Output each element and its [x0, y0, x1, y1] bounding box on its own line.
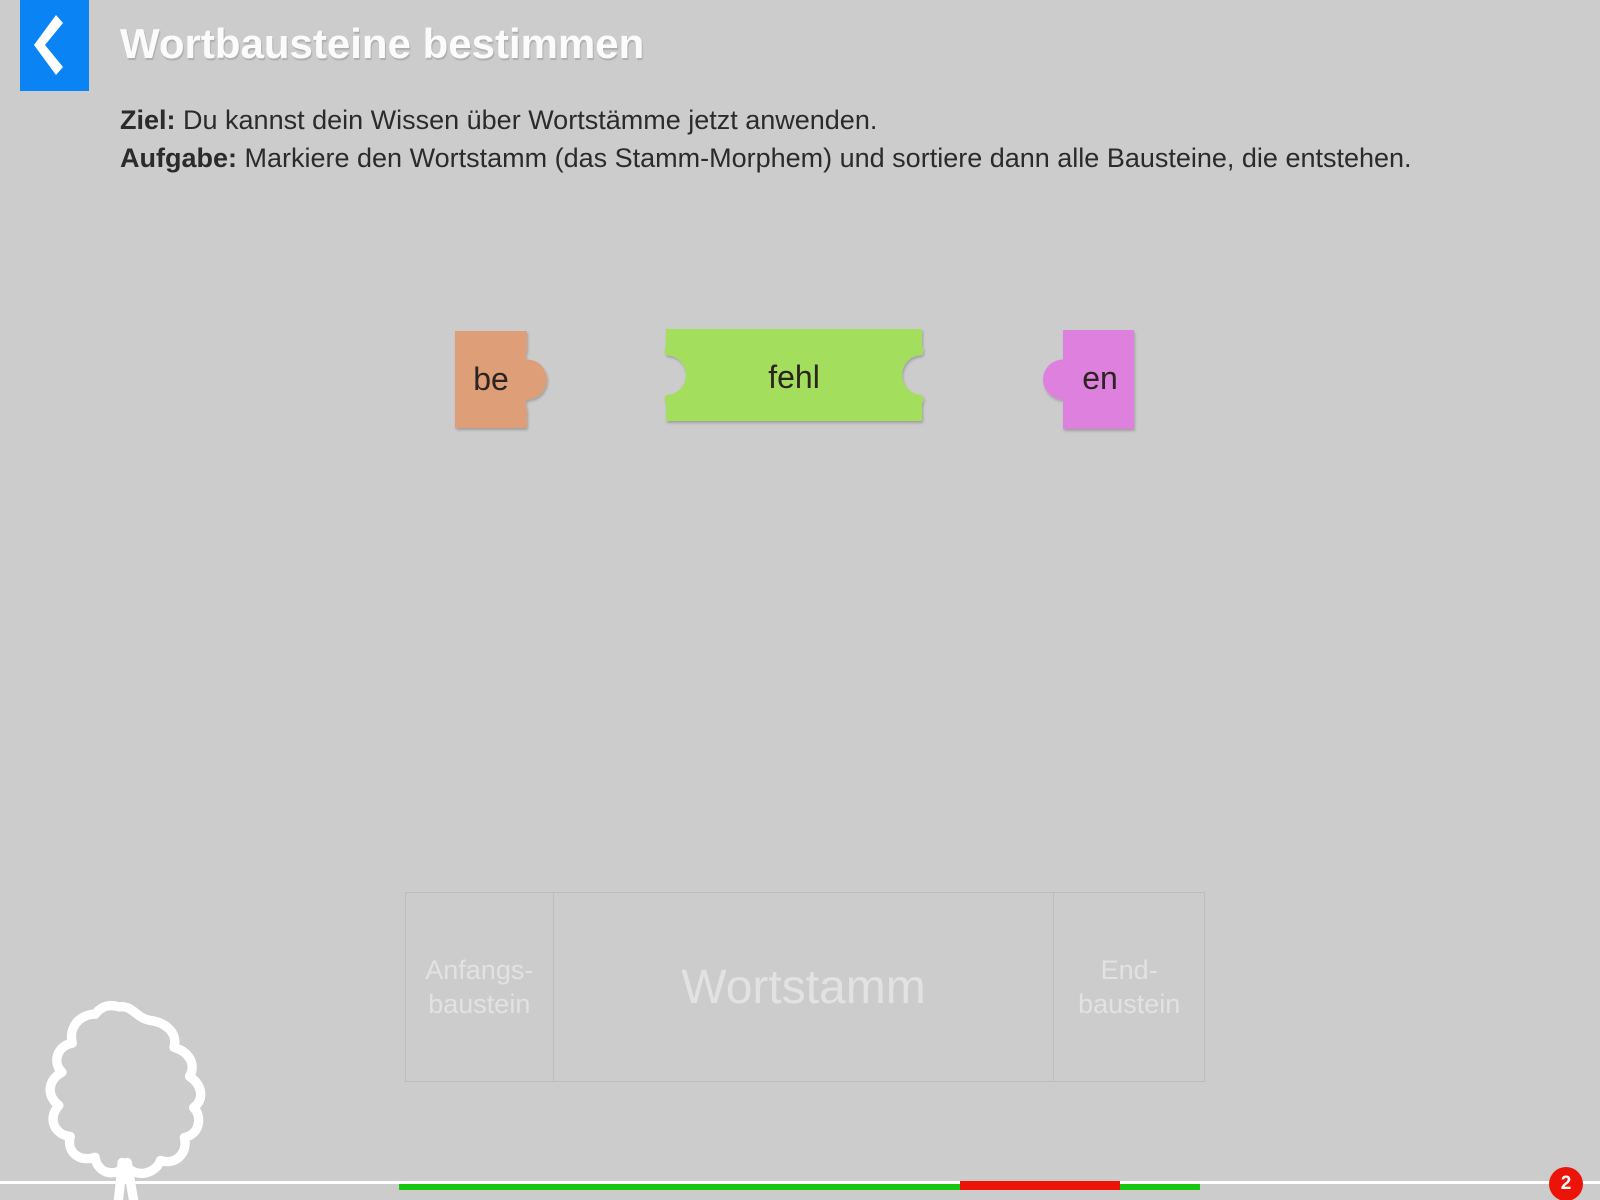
- svg-text:be: be: [473, 361, 509, 397]
- svg-text:en: en: [1082, 360, 1118, 396]
- svg-text:fehl: fehl: [768, 359, 820, 395]
